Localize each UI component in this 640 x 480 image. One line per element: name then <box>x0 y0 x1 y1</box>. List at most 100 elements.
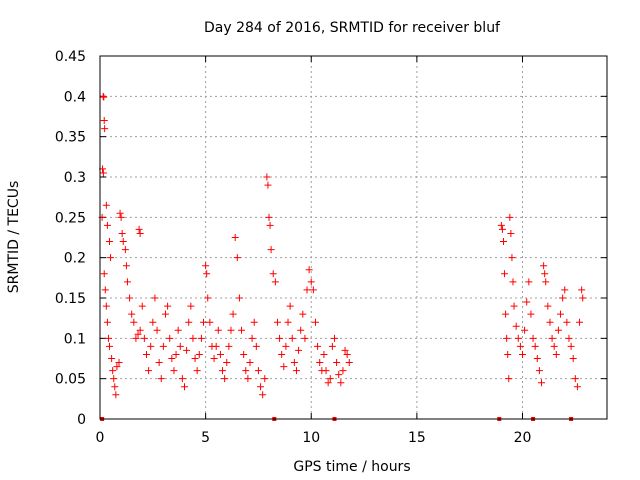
x-tick-label: 0 <box>96 430 105 446</box>
data-point <box>123 278 131 286</box>
data-point <box>149 318 157 326</box>
y-tick-label: 0.25 <box>55 210 86 226</box>
data-point <box>200 318 208 326</box>
data-point <box>544 302 552 310</box>
data-point <box>569 355 577 362</box>
data-point <box>101 125 109 133</box>
data-point <box>548 334 556 342</box>
data-point <box>128 310 136 318</box>
data-point <box>242 367 250 375</box>
data-point <box>142 350 150 358</box>
data-point <box>343 350 351 358</box>
x-tick-label: 10 <box>302 430 320 446</box>
data-point <box>538 379 546 387</box>
data-point <box>116 209 124 217</box>
data-point <box>101 286 109 294</box>
y-tick-label: 0.35 <box>55 130 86 146</box>
data-point <box>151 294 159 302</box>
data-point <box>535 367 543 375</box>
y-tick-label: 0 <box>77 412 86 428</box>
data-point <box>107 254 115 262</box>
data-point <box>119 238 127 246</box>
data-point <box>155 359 163 367</box>
data-point <box>115 359 123 367</box>
data-point <box>579 294 587 302</box>
data-point <box>259 391 267 399</box>
data-point <box>554 326 562 334</box>
data-point <box>103 221 111 229</box>
data-point <box>246 359 254 367</box>
data-point <box>345 359 353 367</box>
data-point <box>265 213 273 221</box>
data-point <box>552 350 560 358</box>
data-point <box>506 213 514 221</box>
data-point <box>557 310 565 318</box>
data-point <box>136 326 144 334</box>
data-point <box>223 359 231 367</box>
data-point <box>238 326 246 334</box>
data-point <box>267 246 275 254</box>
data-point <box>501 270 509 278</box>
data-point <box>108 355 116 362</box>
data-point <box>320 350 328 358</box>
data-point <box>533 355 541 362</box>
y-tick-label: 0.45 <box>55 49 86 65</box>
data-point <box>106 238 114 246</box>
data-point <box>309 286 317 294</box>
data-point <box>527 310 535 318</box>
data-point <box>161 310 169 318</box>
data-point <box>326 375 334 383</box>
data-point <box>565 334 573 342</box>
y-tick-label: 0.05 <box>55 372 86 388</box>
data-point <box>132 334 140 342</box>
data-point <box>248 334 256 342</box>
data-point <box>140 334 148 342</box>
data-point <box>136 229 144 237</box>
data-point <box>147 342 155 350</box>
data-point <box>299 310 307 318</box>
data-point <box>531 342 539 350</box>
data-point <box>303 286 311 294</box>
data-point <box>276 334 284 342</box>
data-point <box>126 294 134 302</box>
x-tick-label: 5 <box>201 430 210 446</box>
data-point <box>225 342 233 350</box>
data-point <box>563 318 571 326</box>
data-point <box>157 375 165 383</box>
data-point <box>516 342 524 350</box>
data-point <box>502 310 510 318</box>
data-point <box>219 367 227 375</box>
data-point <box>145 367 153 375</box>
data-point <box>507 229 515 237</box>
data-point <box>297 326 305 334</box>
y-tick-label: 0.4 <box>64 89 86 105</box>
data-point <box>221 375 229 383</box>
data-point <box>244 375 252 383</box>
data-point <box>135 225 143 233</box>
data-point <box>216 350 224 358</box>
data-point <box>266 221 274 229</box>
data-point <box>290 359 298 367</box>
data-point <box>231 234 239 241</box>
data-point <box>499 238 507 246</box>
data-point <box>269 270 277 278</box>
data-point <box>514 334 522 342</box>
data-point <box>578 286 586 294</box>
data-point <box>280 363 288 371</box>
data-point <box>117 213 125 221</box>
data-point <box>103 318 111 326</box>
data-point <box>159 342 167 350</box>
data-point <box>546 318 554 326</box>
data-point <box>324 379 332 387</box>
data-point <box>561 286 569 294</box>
data-point <box>286 302 294 310</box>
data-point <box>176 342 184 350</box>
data-point <box>212 342 220 350</box>
data-point <box>170 367 178 375</box>
data-point <box>295 346 303 354</box>
data-point <box>521 326 529 334</box>
data-point <box>512 322 520 330</box>
data-point <box>292 367 300 375</box>
data-point <box>100 270 108 278</box>
data-point <box>559 294 567 302</box>
